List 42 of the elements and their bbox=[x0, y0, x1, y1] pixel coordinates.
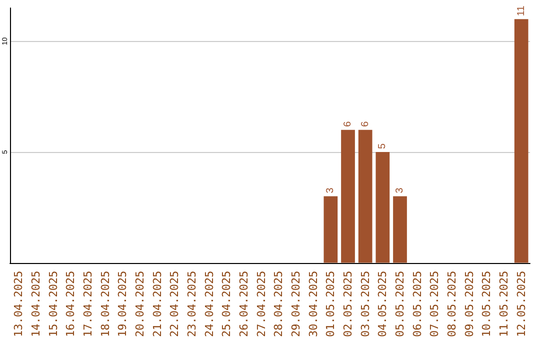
x-tick-label: 26.04.2025 bbox=[238, 270, 250, 338]
data-label: 11 bbox=[516, 5, 527, 16]
x-tick-label: 19.04.2025 bbox=[116, 270, 130, 338]
data-label: 3 bbox=[325, 187, 336, 194]
x-tick-label: 17.04.2025 bbox=[82, 270, 94, 338]
x-tick-label: 14.04.2025 bbox=[30, 270, 42, 338]
x-tick-label: 25.04.2025 bbox=[220, 270, 234, 338]
x-tick-label: 03.05.2025 bbox=[358, 270, 372, 338]
x-tick-label: 22.04.2025 bbox=[168, 270, 182, 338]
x-tick-label: 10.05.2025 bbox=[480, 270, 494, 338]
data-label: 6 bbox=[360, 120, 371, 127]
bar bbox=[514, 19, 528, 263]
data-label: 6 bbox=[342, 120, 354, 127]
x-tick-label: 11.05.2025 bbox=[498, 270, 510, 338]
x-tick-label: 16.04.2025 bbox=[64, 270, 78, 338]
x-tick-label: 30.04.2025 bbox=[306, 270, 320, 338]
bar bbox=[324, 196, 338, 263]
x-tick-label: 15.04.2025 bbox=[46, 270, 60, 338]
bar bbox=[341, 130, 355, 263]
x-tick-label: 13.04.2025 bbox=[12, 270, 26, 338]
x-tick-label: 08.05.2025 bbox=[446, 270, 458, 338]
x-tick-label: 28.04.2025 bbox=[272, 270, 286, 338]
x-tick-label: 24.04.2025 bbox=[202, 270, 216, 338]
x-tick-label: 27.04.2025 bbox=[254, 270, 268, 338]
x-tick-label: 05.05.2025 bbox=[394, 270, 406, 338]
x-tick-label: 02.05.2025 bbox=[342, 270, 354, 338]
bar bbox=[376, 152, 390, 263]
x-tick-label: 29.04.2025 bbox=[290, 270, 302, 338]
bar bbox=[358, 130, 372, 263]
x-tick-label: 04.05.2025 bbox=[376, 270, 390, 338]
x-tick-label: 23.04.2025 bbox=[186, 270, 198, 338]
data-label: 3 bbox=[394, 187, 406, 194]
x-tick-label: 07.05.2025 bbox=[428, 270, 442, 338]
x-tick-label: 18.04.2025 bbox=[98, 270, 112, 338]
x-tick-label: 21.04.2025 bbox=[150, 270, 164, 338]
bar bbox=[393, 196, 407, 263]
x-tick-label: 09.05.2025 bbox=[462, 270, 476, 338]
data-label: 5 bbox=[377, 143, 388, 150]
x-tick-label: 20.04.2025 bbox=[134, 270, 146, 338]
x-tick-label: 01.05.2025 bbox=[324, 270, 338, 338]
x-tick-label: 12.05.2025 bbox=[514, 270, 528, 338]
x-tick-label: 06.05.2025 bbox=[410, 270, 424, 338]
